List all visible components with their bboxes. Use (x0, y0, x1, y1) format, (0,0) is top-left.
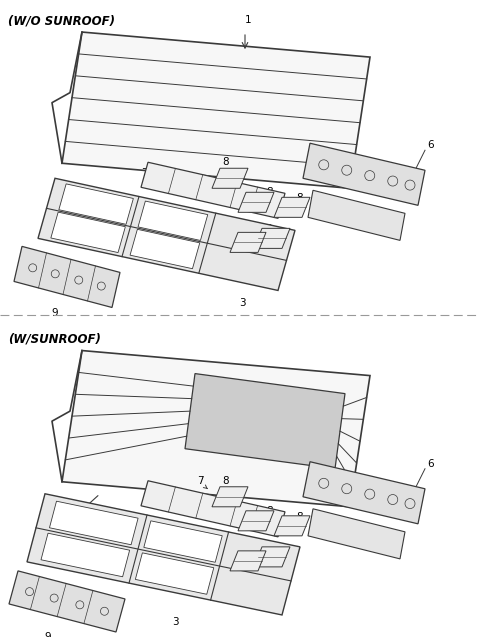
Polygon shape (14, 247, 120, 308)
Text: 3: 3 (172, 617, 178, 627)
Polygon shape (254, 547, 290, 567)
Polygon shape (274, 197, 310, 217)
Polygon shape (212, 487, 248, 507)
Polygon shape (303, 143, 425, 205)
Text: 7: 7 (142, 168, 148, 178)
Text: 1: 1 (55, 514, 62, 524)
Polygon shape (38, 178, 295, 290)
Text: (W/SUNROOF): (W/SUNROOF) (8, 333, 101, 345)
Polygon shape (144, 521, 222, 562)
Polygon shape (212, 168, 248, 189)
Polygon shape (141, 481, 285, 537)
Polygon shape (238, 511, 274, 531)
Polygon shape (62, 32, 370, 189)
Text: 8: 8 (223, 157, 229, 168)
Polygon shape (49, 501, 138, 545)
Text: 6: 6 (427, 140, 433, 150)
Text: 9: 9 (45, 632, 51, 637)
Polygon shape (230, 233, 266, 252)
Text: 1: 1 (245, 15, 252, 25)
Text: 8: 8 (296, 512, 302, 522)
Polygon shape (130, 229, 200, 269)
Text: 4: 4 (270, 247, 276, 257)
Polygon shape (230, 551, 266, 571)
Polygon shape (141, 162, 285, 218)
Polygon shape (185, 373, 345, 469)
Text: 8: 8 (267, 187, 273, 197)
Text: 3: 3 (239, 299, 245, 308)
Polygon shape (303, 462, 425, 524)
Polygon shape (51, 212, 125, 252)
Text: 8: 8 (265, 543, 272, 553)
Text: 2: 2 (55, 534, 62, 544)
Polygon shape (27, 494, 300, 615)
Polygon shape (254, 228, 290, 248)
Text: 8: 8 (296, 193, 302, 203)
Polygon shape (274, 516, 310, 536)
Polygon shape (62, 350, 370, 507)
Polygon shape (308, 509, 405, 559)
Text: 5: 5 (393, 536, 400, 546)
Text: 5: 5 (393, 217, 400, 227)
Polygon shape (59, 184, 133, 224)
Polygon shape (238, 192, 274, 212)
Text: 9: 9 (52, 308, 58, 318)
Polygon shape (138, 201, 208, 240)
Text: 8: 8 (223, 476, 229, 486)
Text: 8: 8 (267, 506, 273, 516)
Text: (W/O SUNROOF): (W/O SUNROOF) (8, 14, 115, 27)
Text: 8: 8 (265, 224, 272, 234)
Text: 7: 7 (197, 476, 204, 486)
Text: 6: 6 (427, 459, 433, 469)
Polygon shape (9, 571, 125, 632)
Polygon shape (135, 553, 214, 594)
Polygon shape (41, 533, 130, 576)
Polygon shape (308, 190, 405, 240)
Text: 4: 4 (270, 566, 276, 576)
